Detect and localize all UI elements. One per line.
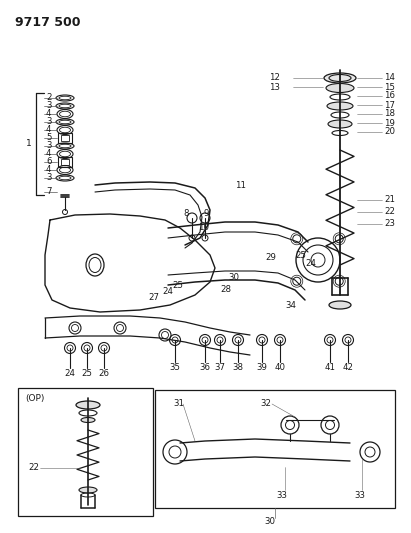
Text: 30: 30: [228, 273, 239, 282]
Text: 22: 22: [28, 464, 39, 472]
Text: 33: 33: [355, 490, 365, 499]
Ellipse shape: [76, 401, 100, 409]
Text: 22: 22: [384, 207, 395, 216]
Bar: [61, 159, 69, 165]
Text: (OP): (OP): [25, 393, 44, 402]
Text: 31: 31: [173, 400, 184, 408]
Text: 28: 28: [220, 286, 231, 295]
Bar: [18, 388, 153, 516]
Bar: [58, 133, 72, 143]
Text: 3: 3: [46, 101, 51, 110]
Bar: [155, 390, 395, 508]
Text: 10: 10: [198, 223, 209, 232]
Text: 24: 24: [305, 259, 316, 268]
Text: 9717 500: 9717 500: [15, 15, 81, 28]
Ellipse shape: [326, 84, 354, 93]
Text: 17: 17: [384, 101, 395, 109]
Text: 29: 29: [265, 254, 276, 262]
Bar: [61, 135, 69, 141]
Text: 4: 4: [46, 149, 51, 158]
Text: 4: 4: [46, 166, 51, 174]
Text: 3: 3: [46, 174, 51, 182]
Text: 24: 24: [65, 369, 76, 378]
Text: 39: 39: [256, 364, 268, 373]
Text: 27: 27: [148, 294, 159, 303]
Text: 23: 23: [384, 220, 395, 229]
Text: 7: 7: [46, 188, 51, 197]
Text: 3: 3: [46, 117, 51, 126]
Ellipse shape: [79, 487, 97, 493]
Text: 38: 38: [233, 364, 243, 373]
Text: 26: 26: [99, 369, 109, 378]
Ellipse shape: [329, 301, 351, 309]
Text: 16: 16: [384, 92, 395, 101]
Text: 4: 4: [46, 109, 51, 118]
Ellipse shape: [81, 417, 95, 423]
Text: 12: 12: [269, 74, 280, 83]
Text: 24: 24: [162, 287, 173, 296]
Text: 14: 14: [384, 74, 395, 83]
Ellipse shape: [327, 102, 353, 110]
Text: 15: 15: [384, 83, 395, 92]
Text: 25: 25: [81, 369, 92, 378]
Ellipse shape: [324, 73, 356, 83]
Text: 9: 9: [203, 208, 208, 217]
Text: 37: 37: [215, 364, 226, 373]
Text: 32: 32: [260, 400, 271, 408]
Ellipse shape: [328, 120, 352, 128]
Text: 33: 33: [277, 490, 288, 499]
Text: 3: 3: [46, 141, 51, 150]
Text: 40: 40: [275, 364, 286, 373]
Text: 19: 19: [384, 118, 395, 127]
Text: 1: 1: [26, 139, 32, 148]
Text: 25: 25: [172, 280, 183, 289]
Text: 25: 25: [295, 251, 306, 260]
Text: 20: 20: [384, 127, 395, 136]
Text: 8: 8: [183, 208, 189, 217]
Text: 11: 11: [235, 181, 246, 190]
Text: 42: 42: [342, 364, 353, 373]
Text: 36: 36: [199, 364, 210, 373]
Text: 35: 35: [169, 364, 180, 373]
Text: 2: 2: [46, 93, 51, 102]
Text: 30: 30: [265, 518, 275, 527]
Bar: [58, 157, 72, 167]
Text: 41: 41: [325, 364, 335, 373]
Text: 13: 13: [269, 83, 280, 92]
Text: 18: 18: [384, 109, 395, 118]
Text: 21: 21: [384, 196, 395, 205]
Text: 5: 5: [46, 133, 51, 142]
Text: 4: 4: [46, 125, 51, 134]
Text: 34: 34: [285, 301, 296, 310]
Text: 6: 6: [46, 157, 51, 166]
